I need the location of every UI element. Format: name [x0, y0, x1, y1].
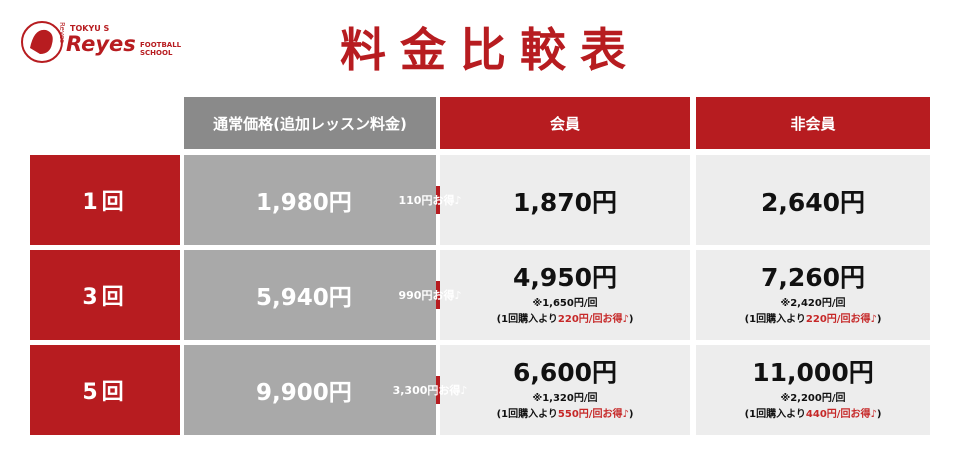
price: 11,000円	[752, 358, 874, 387]
logo-ring	[21, 21, 63, 63]
regular-price: 1,980円	[184, 155, 436, 245]
note-before: (1回購入より	[744, 314, 806, 325]
logo-sub: FOOTBALL	[140, 41, 182, 49]
note-before: (1回購入より	[496, 409, 558, 420]
logo-lion	[30, 29, 53, 54]
savings: 110円お得♪	[398, 194, 462, 207]
note-after: )	[628, 314, 634, 325]
note-highlight: 220円/回お得♪	[805, 314, 877, 325]
per-lesson: ※1,320円/回	[532, 393, 598, 404]
note: (1回購入より220円/回お得♪)	[696, 310, 930, 325]
price: 2,640円	[760, 188, 866, 217]
savings: 990円お得♪	[398, 289, 462, 302]
row-label: 5回	[30, 345, 180, 435]
column-header: 会員	[440, 97, 690, 149]
note-before: (1回購入より	[744, 409, 806, 420]
nonmember-cell: 7,260円 ※2,420円/回 (1回購入より220円/回お得♪)	[696, 250, 930, 340]
note-highlight: 220円/回お得♪	[557, 314, 629, 325]
page-title: 料金比較表	[340, 23, 640, 77]
per-lesson: ※1,650円/回	[532, 298, 598, 309]
nonmember-cell: 11,000円 ※2,200円/回 (1回購入より440円/回お得♪)	[696, 345, 930, 435]
regular-price: 5,940円	[184, 250, 436, 340]
member-cell: 4,950円 ※1,650円/回 (1回購入より220円/回お得♪)	[440, 250, 690, 340]
note: (1回購入より440円/回お得♪)	[696, 405, 930, 420]
note: (1回購入より220円/回お得♪)	[440, 310, 690, 325]
note-after: )	[628, 409, 634, 420]
member-cell: 6,600円 ※1,320円/回 (1回購入より550円/回お得♪)	[440, 345, 690, 435]
price: 6,600円	[512, 358, 618, 387]
row-label: 3回	[30, 250, 180, 340]
per-lesson: ※2,420円/回	[780, 298, 846, 309]
logo-sub: SCHOOL	[140, 49, 173, 57]
member-cell: 1,870円	[440, 155, 690, 245]
logo-vertical: Reyes	[58, 22, 66, 43]
savings: 3,300円お得♪	[392, 384, 468, 397]
logo-brand: Reyes	[66, 32, 136, 56]
price: 7,260円	[760, 263, 866, 292]
regular-price: 9,900円	[184, 345, 436, 435]
note: (1回購入より550円/回お得♪)	[440, 405, 690, 420]
row-label: 1回	[30, 155, 180, 245]
nonmember-cell: 2,640円	[696, 155, 930, 245]
price: 4,950円	[512, 263, 618, 292]
note-before: (1回購入より	[496, 314, 558, 325]
per-lesson: ※2,200円/回	[780, 393, 846, 404]
logo-brand-top: TOKYU S	[70, 24, 110, 33]
column-header: 非会員	[696, 97, 930, 149]
note-highlight: 550円/回お得♪	[557, 409, 629, 420]
note-after: )	[876, 314, 882, 325]
column-header: 通常価格(追加レッスン料金)	[184, 97, 436, 149]
price: 1,870円	[512, 188, 618, 217]
note-highlight: 440円/回お得♪	[805, 409, 877, 420]
note-after: )	[876, 409, 882, 420]
